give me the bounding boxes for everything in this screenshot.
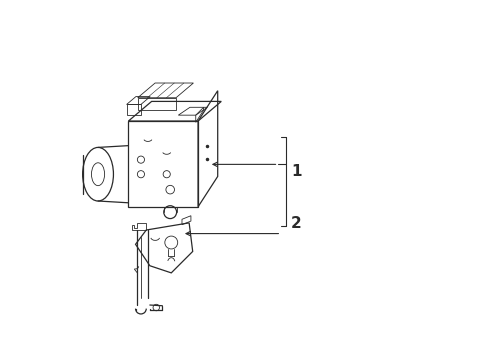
- Text: 2: 2: [290, 216, 301, 231]
- Text: 1: 1: [290, 163, 301, 179]
